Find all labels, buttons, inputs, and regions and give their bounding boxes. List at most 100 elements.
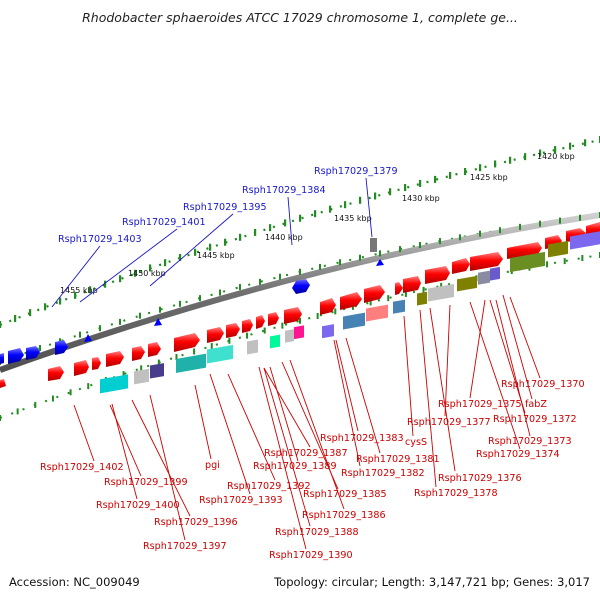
gene-label[interactable]: Rsph17029_1373 [488,436,572,447]
gene-label[interactable]: Rsph17029_1392 [227,481,311,492]
gene-arrow[interactable] [292,279,310,294]
scale-tick [0,321,2,328]
gene-label[interactable]: Rsph17029_1395 [183,202,267,213]
gene-label[interactable]: cysS [405,437,427,448]
scale-tick [87,383,90,390]
cog-block [548,240,568,258]
scale-tick [51,395,54,402]
gene-label[interactable]: Rsph17029_1379 [314,166,398,177]
scale-tick [0,415,1,421]
gene-arrow[interactable] [8,348,24,364]
scale-tick [519,223,521,230]
label-connector [111,403,138,500]
gene-label[interactable]: Rsph17029_1383 [320,433,404,444]
gene-label[interactable]: Rsph17029_1375 [438,399,522,410]
scale-tick [89,286,92,294]
gene-arrow[interactable] [256,315,265,329]
gene-label[interactable]: Rsph17029_1374 [476,449,560,460]
gene-label[interactable]: Rsph17029_1403 [58,234,142,245]
gene-label[interactable]: Rsph17029_1378 [414,488,498,499]
scale-tick [539,220,541,227]
scale-tick [44,303,47,311]
gene-arrow[interactable] [207,327,224,343]
chromosome-backbone [0,212,600,373]
gene-label[interactable]: Rsph17029_1386 [302,510,386,521]
gene-arrow[interactable] [320,298,336,315]
scale-tick [149,264,152,272]
gene-label[interactable]: Rsph17029_1388 [275,527,359,538]
gene-label[interactable]: Rsph17029_1381 [356,454,440,465]
gene-label[interactable]: pgi [205,460,220,471]
gene-arrow[interactable] [284,307,302,324]
gene-label[interactable]: Rsph17029_1377 [407,417,491,428]
gene-arrow[interactable] [106,351,124,367]
gene-label[interactable]: Rsph17029_1389 [253,461,337,472]
scale-tick [119,318,121,325]
gene-arrow[interactable] [132,346,145,361]
scale-tick [74,291,77,299]
gene-arrow[interactable] [148,342,161,357]
gene-label[interactable]: Rsph17029_1370 [501,379,585,390]
scale-tick [559,217,561,224]
gene-label[interactable]: Rsph17029_1393 [199,495,283,506]
scale-tick [29,309,32,317]
scale-tick [246,332,249,339]
scale-tick [139,312,141,319]
gene-arrow[interactable] [48,366,64,381]
gene-label[interactable]: Rsph17029_1390 [269,550,353,561]
gene-arrow[interactable] [74,360,89,376]
scale-tick [404,184,407,192]
gene-label[interactable]: Rsph17029_1372 [493,414,577,425]
gene-arrow[interactable] [26,346,40,360]
gene-label[interactable]: Rsph17029_1400 [96,500,180,511]
gene-label[interactable]: Rsph17029_1401 [122,217,206,228]
gene-arrow[interactable] [242,319,253,333]
gene-label[interactable]: Rsph17029_1385 [303,489,387,500]
gene-arrow[interactable] [268,312,279,326]
gene-arrow[interactable] [340,292,362,310]
scale-tick [39,345,41,352]
gene-arrow[interactable] [364,285,385,303]
gene-arrow[interactable] [470,252,503,271]
gene-arrow[interactable] [0,379,6,388]
gene-arrow[interactable] [55,340,68,355]
label-connector [365,177,373,238]
scale-tick [316,313,319,320]
gene-arrow[interactable] [425,266,450,284]
scale-label: 1420 kbp [537,152,575,161]
cog-block [370,238,377,252]
gene-arrow[interactable] [0,353,4,364]
gene-label[interactable]: Rsph17029_1399 [104,477,188,488]
cog-block [570,231,600,250]
gene-arrow[interactable] [174,333,200,352]
gene-arrow[interactable] [403,276,421,293]
gene-arrow[interactable] [376,259,384,266]
gene-label[interactable]: Rsph17029_1376 [438,473,522,484]
reverse-genes [0,259,384,364]
gene-arrow[interactable] [154,318,162,326]
gene-arrow[interactable] [452,258,470,274]
label-connector [227,373,276,481]
gene-arrow[interactable] [395,282,403,295]
gene-arrow[interactable] [92,357,101,370]
scale-tick [359,254,361,261]
gene-arrow[interactable] [84,334,92,342]
gene-label[interactable]: Rsph17029_1402 [40,462,124,473]
gene-label[interactable]: Rsph17029_1384 [242,185,326,196]
gene-label[interactable]: Rsph17029_1382 [341,468,425,479]
scale-tick [440,282,443,289]
gene-label[interactable]: Rsph17029_1397 [143,541,227,552]
scale-tick [299,317,301,324]
gene-arrow[interactable] [226,323,240,338]
scale-tick [210,343,213,350]
label-connector [345,337,381,454]
scale-tick [179,253,182,261]
label-connector [444,304,451,417]
scale-label: 1440 kbp [265,233,303,242]
gene-label[interactable]: Rsph17029_1387 [264,448,348,459]
gene-label[interactable]: Rsph17029_1396 [154,517,238,528]
scale-tick [404,290,407,297]
cog-block [285,329,294,343]
gene-label[interactable]: fabZ [525,399,547,410]
